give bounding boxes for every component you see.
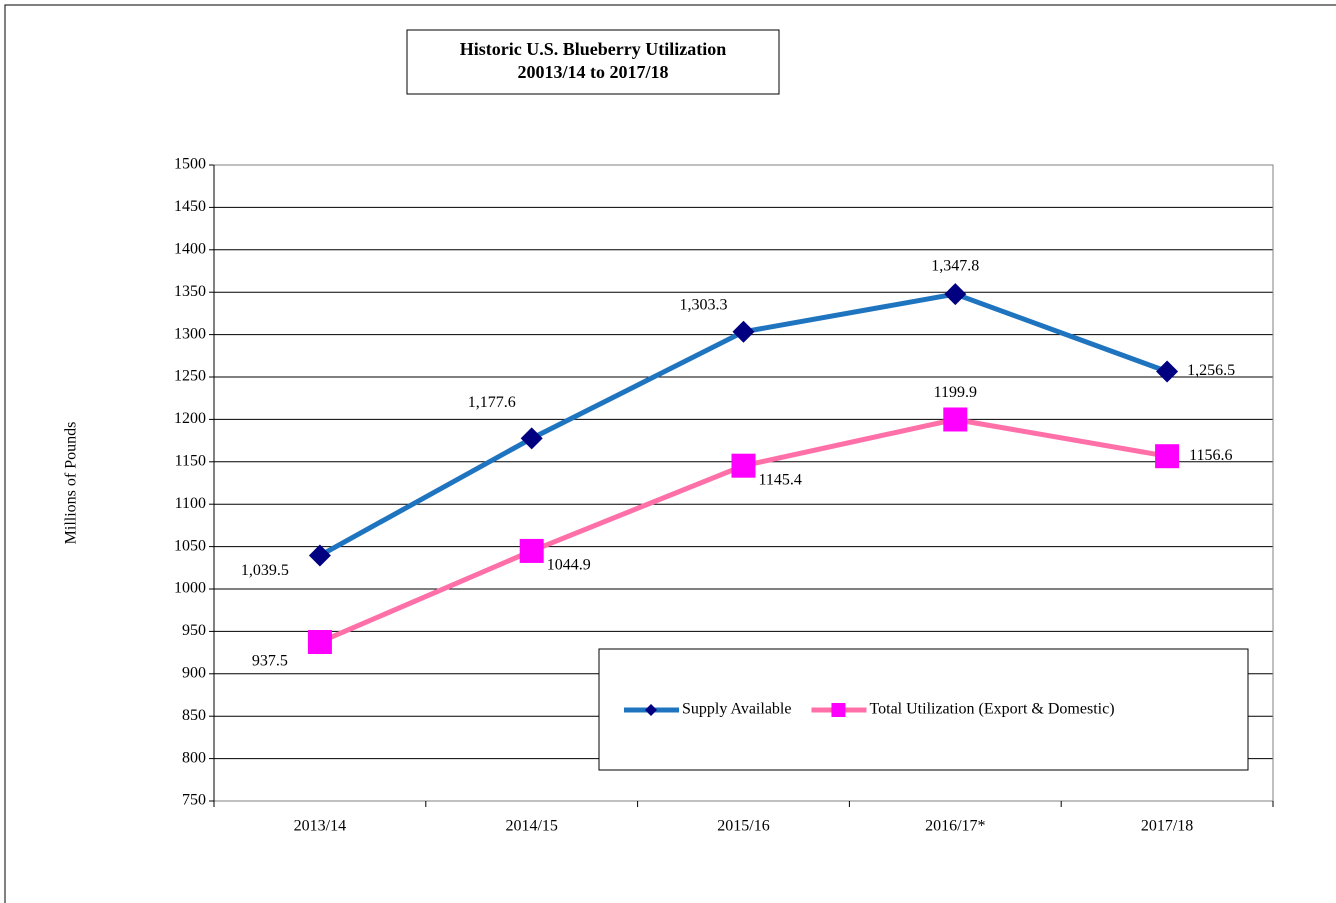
point-marker [1155, 444, 1180, 469]
y-tick-label: 1350 [174, 283, 206, 300]
x-tick-label: 2017/18 [1141, 818, 1193, 835]
y-tick-label: 1400 [174, 240, 206, 257]
data-label: 1,256.5 [1187, 362, 1235, 379]
legend-marker [645, 704, 657, 716]
y-tick-label: 1250 [174, 368, 206, 385]
y-tick-label: 750 [182, 792, 206, 809]
data-label: 1044.9 [547, 557, 591, 574]
legend-label: Total Utilization (Export & Domestic) [869, 701, 1114, 718]
point-marker [731, 453, 756, 478]
point-marker [519, 538, 544, 563]
point-marker [732, 320, 755, 343]
data-label: 1156.6 [1189, 447, 1232, 464]
data-label: 1,177.6 [468, 394, 516, 411]
data-label: 937.5 [252, 653, 288, 670]
chart-frame [4, 4, 1336, 903]
y-tick-label: 1450 [174, 198, 206, 215]
chart-title: Historic U.S. Blueberry Utilization [460, 39, 726, 59]
point-marker [308, 544, 331, 567]
data-label: 1,039.5 [241, 562, 289, 579]
legend-box [598, 648, 1249, 771]
y-tick-label: 1300 [174, 325, 206, 342]
data-label: 1199.9 [934, 384, 977, 401]
y-tick-label: 1000 [174, 580, 206, 597]
title-box [406, 29, 780, 95]
y-tick-label: 1500 [174, 156, 206, 173]
chart-subtitle: 20013/14 to 2017/18 [518, 62, 669, 82]
y-tick-label: 1200 [174, 410, 206, 427]
y-tick-label: 1150 [175, 452, 206, 469]
x-tick-label: 2014/15 [505, 818, 557, 835]
point-marker [520, 427, 543, 450]
point-marker [943, 407, 968, 432]
y-axis-label: Millions of Pounds [63, 422, 80, 545]
point-marker [944, 283, 967, 306]
series-line [318, 416, 1168, 645]
x-tick-label: 2016/17* [925, 818, 985, 835]
x-tick-label: 2013/14 [294, 818, 346, 835]
y-tick-label: 850 [182, 707, 206, 724]
point-marker [1156, 360, 1179, 383]
legend-label: Supply Available [682, 701, 791, 718]
y-tick-label: 1050 [174, 537, 206, 554]
y-tick-label: 950 [182, 622, 206, 639]
y-tick-label: 900 [182, 664, 206, 681]
legend-marker [831, 703, 846, 717]
data-label: 1145.4 [759, 471, 802, 488]
x-tick-label: 2015/16 [717, 818, 769, 835]
point-marker [307, 630, 332, 654]
data-label: 1,347.8 [931, 258, 979, 275]
y-tick-label: 800 [182, 749, 206, 766]
data-label: 1,303.3 [680, 296, 728, 313]
y-tick-label: 1100 [175, 495, 206, 512]
